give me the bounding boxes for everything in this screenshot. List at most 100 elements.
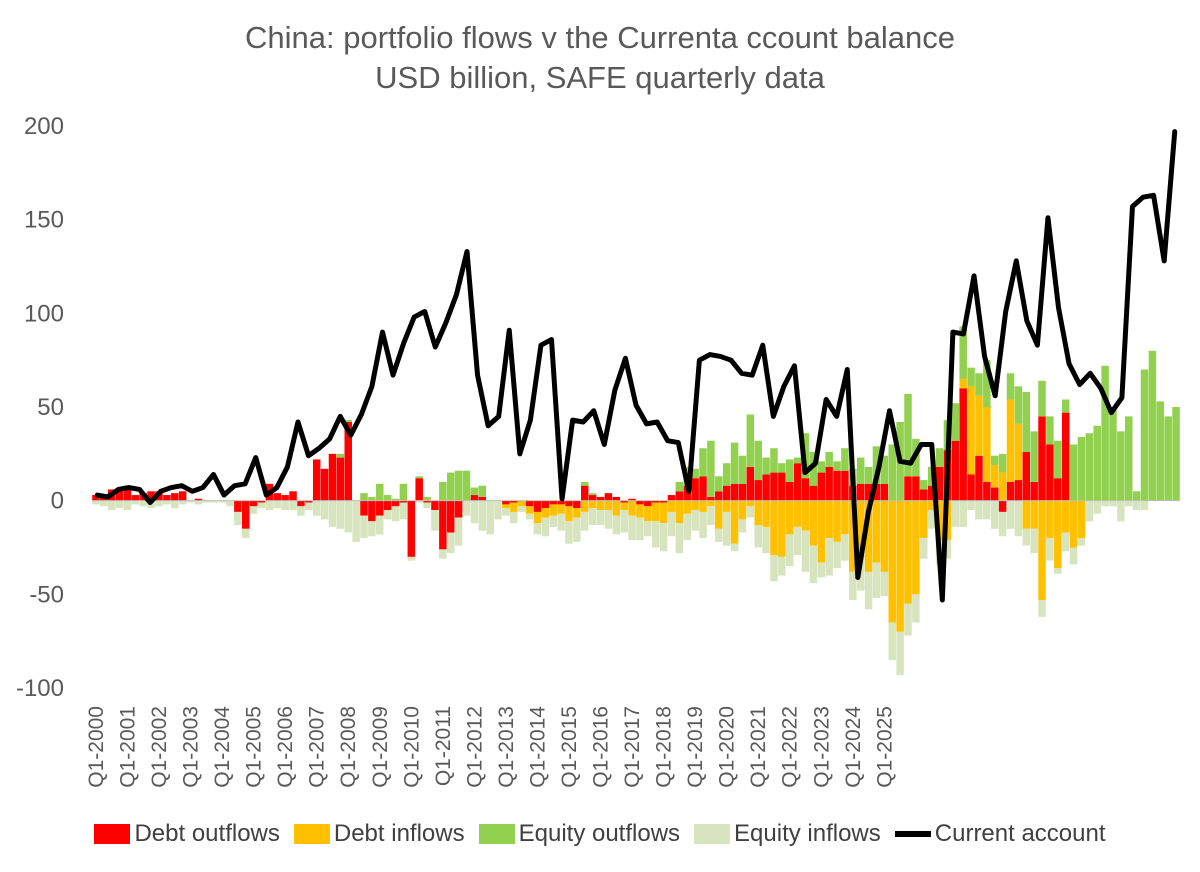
bar-debt-outflows — [439, 500, 447, 550]
y-tick-label: 0 — [51, 488, 64, 515]
bar-equity-inflows — [628, 515, 636, 540]
bar-equity-inflows — [186, 500, 195, 503]
bar-equity-inflows — [1069, 547, 1078, 565]
y-tick-label: 200 — [24, 113, 64, 140]
bar-debt-inflows — [620, 502, 628, 511]
bar-debt-outflows — [163, 495, 171, 501]
bar-equity-outflows — [904, 393, 912, 477]
bar-equity-inflows — [730, 543, 739, 552]
legend-item-current-account: Current account — [894, 820, 1106, 848]
bar-equity-inflows — [92, 500, 100, 505]
x-tick-label: Q1-2021 — [747, 706, 770, 788]
bar-equity-outflows — [785, 459, 794, 482]
bar-debt-inflows — [533, 511, 542, 524]
bar-equity-inflows — [107, 500, 116, 511]
bar-equity-inflows — [139, 500, 147, 507]
bar-equity-inflows — [959, 500, 967, 527]
bar-debt-outflows — [935, 466, 944, 501]
bar-equity-inflows — [904, 603, 912, 636]
x-tick-label: Q1-2024 — [842, 706, 865, 788]
bar-debt-inflows — [825, 500, 833, 539]
bar-debt-outflows — [691, 478, 699, 501]
bar-equity-inflows — [423, 502, 431, 509]
line-current-account — [94, 129, 1178, 603]
bar-debt-inflows — [738, 500, 747, 520]
bar-debt-outflows — [762, 474, 770, 501]
bar-equity-inflows — [833, 541, 841, 569]
bar-debt-outflows — [983, 481, 991, 501]
bar-equity-inflows — [486, 500, 494, 535]
bar-equity-outflows — [691, 468, 699, 479]
bar-debt-outflows — [399, 500, 408, 503]
bar-equity-inflows — [573, 517, 581, 542]
bar-debt-outflows — [998, 500, 1007, 512]
bar-debt-inflows — [864, 500, 873, 572]
bar-equity-outflows — [864, 466, 873, 484]
x-tick-label: Q1-2019 — [684, 706, 707, 788]
bar-equity-inflows — [525, 513, 534, 520]
bar-equity-inflows — [171, 500, 179, 509]
bar-debt-outflows — [809, 485, 818, 501]
bar-debt-outflows — [92, 495, 100, 501]
bar-debt-inflows — [659, 502, 668, 524]
bar-equity-inflows — [801, 530, 810, 572]
bar-debt-outflows — [841, 470, 849, 501]
bar-equity-inflows — [257, 502, 266, 509]
bar-equity-inflows — [297, 506, 305, 516]
bar-equity-inflows — [383, 510, 392, 520]
bar-debt-inflows — [612, 500, 621, 516]
bar-equity-outflows — [344, 420, 352, 422]
legend-label: Debt outflows — [134, 820, 280, 847]
bar-equity-inflows — [352, 500, 360, 542]
y-tick-label: -50 — [29, 581, 64, 608]
bar-debt-outflows — [596, 496, 605, 501]
bar-debt-inflows — [967, 386, 975, 475]
bar-equity-inflows — [265, 500, 274, 511]
bar-equity-outflows — [478, 485, 487, 497]
bar-equity-inflows — [841, 534, 849, 561]
bar-debt-inflows — [557, 504, 565, 514]
bar-equity-outflows — [1054, 440, 1062, 479]
y-tick-label: 100 — [24, 300, 64, 327]
bar-equity-outflows — [1030, 431, 1038, 482]
bar-equity-outflows — [935, 448, 944, 467]
bar-equity-outflows — [920, 480, 928, 490]
bar-equity-inflows — [100, 500, 108, 507]
bar-equity-inflows — [1030, 528, 1038, 554]
bar-equity-inflows — [549, 515, 557, 527]
bar-equity-outflows — [959, 326, 967, 379]
bar-debt-inflows — [770, 500, 778, 555]
bar-equity-inflows — [360, 515, 368, 539]
bar-equity-outflows — [722, 463, 731, 486]
legend-item-equity-outflows: Equity outflows — [478, 820, 680, 848]
bar-equity-outflows — [446, 472, 455, 501]
bar-equity-outflows — [1148, 350, 1157, 501]
bar-equity-outflows — [1172, 407, 1180, 501]
bar-debt-inflows — [596, 500, 605, 511]
bar-debt-outflows — [1014, 480, 1023, 501]
bar-equity-outflows — [1164, 416, 1172, 501]
bar-equity-outflows — [754, 440, 762, 481]
bar-equity-outflows — [738, 455, 747, 484]
bar-debt-inflows — [746, 500, 755, 507]
bar-debt-outflows — [344, 421, 352, 501]
bar-debt-inflows — [1054, 500, 1062, 569]
bar-debt-outflows — [801, 478, 810, 501]
bar-equity-inflows — [864, 571, 873, 610]
bar-debt-outflows — [990, 487, 999, 501]
x-tick-label: Q1-2010 — [400, 706, 423, 788]
bar-debt-inflows — [651, 502, 660, 522]
bar-debt-inflows — [793, 500, 802, 527]
bar-equity-inflows — [817, 562, 826, 578]
bar-debt-outflows — [368, 500, 376, 522]
bar-equity-inflows — [1125, 500, 1133, 507]
bar-debt-inflows — [730, 500, 739, 544]
bar-equity-inflows — [967, 500, 975, 511]
bar-equity-inflows — [163, 500, 171, 505]
bar-equity-inflows — [305, 502, 313, 511]
bar-debt-inflows — [707, 500, 715, 507]
bar-equity-inflows — [502, 508, 510, 516]
bar-equity-outflows — [360, 493, 368, 501]
bar-equity-inflows — [707, 506, 715, 526]
bar-debt-outflows — [872, 483, 881, 501]
